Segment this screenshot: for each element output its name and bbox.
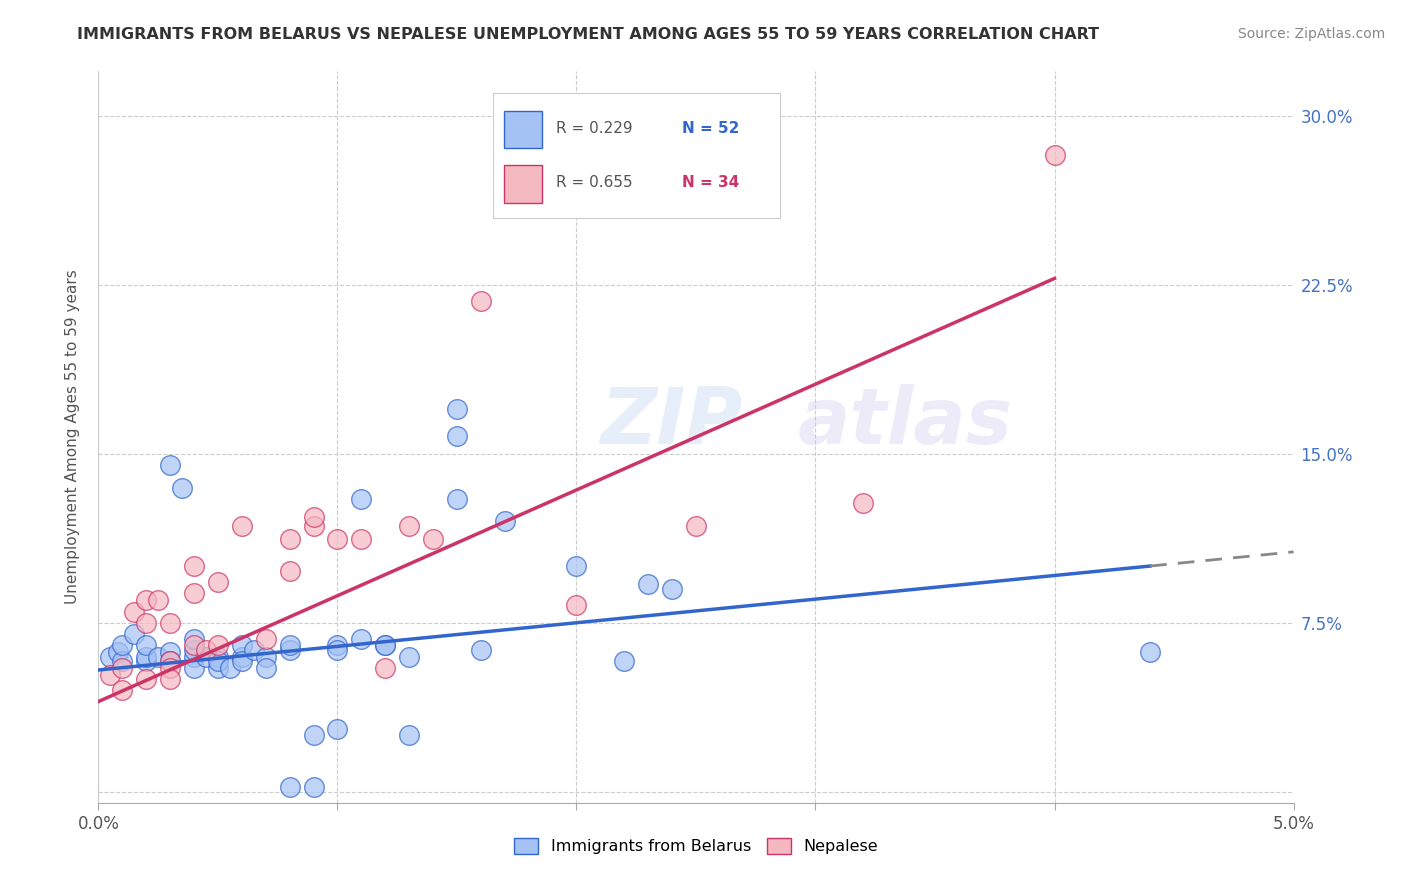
Text: ZIP: ZIP [600, 384, 742, 460]
Point [183, 632, 205, 646]
Point [111, 683, 134, 698]
Point [98, 649, 122, 664]
Point [1139, 645, 1161, 659]
Point [172, 481, 194, 495]
Point [135, 649, 157, 664]
Point [124, 627, 146, 641]
Point [565, 559, 588, 574]
Point [494, 515, 516, 529]
Point [613, 654, 636, 668]
Point [207, 649, 229, 664]
Point [111, 654, 134, 668]
Point [398, 649, 420, 664]
Point [207, 638, 229, 652]
Point [302, 728, 325, 742]
Point [159, 654, 181, 668]
Point [183, 586, 205, 600]
Point [195, 642, 218, 657]
Point [446, 429, 468, 443]
Point [278, 780, 301, 794]
Point [565, 598, 588, 612]
Text: atlas: atlas [797, 384, 1012, 460]
Point [111, 638, 134, 652]
Point [183, 559, 205, 574]
Legend: Immigrants from Belarus, Nepalese: Immigrants from Belarus, Nepalese [508, 831, 884, 861]
Point [159, 654, 181, 668]
Point [326, 533, 349, 547]
Point [422, 533, 444, 547]
Point [183, 642, 205, 657]
Point [148, 593, 170, 607]
Point [350, 632, 373, 646]
Point [135, 593, 157, 607]
Point [852, 496, 875, 510]
Point [159, 615, 181, 630]
Point [148, 649, 170, 664]
Y-axis label: Unemployment Among Ages 55 to 59 years: Unemployment Among Ages 55 to 59 years [65, 269, 80, 605]
Point [278, 642, 301, 657]
Point [183, 649, 205, 664]
Point [685, 519, 707, 533]
Point [302, 519, 325, 533]
Point [326, 642, 349, 657]
Point [254, 632, 277, 646]
Point [278, 533, 301, 547]
Point [111, 661, 134, 675]
Text: IMMIGRANTS FROM BELARUS VS NEPALESE UNEMPLOYMENT AMONG AGES 55 TO 59 YEARS CORRE: IMMIGRANTS FROM BELARUS VS NEPALESE UNEM… [77, 27, 1099, 42]
Point [183, 638, 205, 652]
Point [231, 654, 253, 668]
Point [326, 638, 349, 652]
Point [470, 293, 492, 308]
Point [159, 661, 181, 675]
Point [446, 401, 468, 416]
Point [159, 672, 181, 686]
Point [470, 642, 492, 657]
Point [207, 575, 229, 590]
Point [302, 510, 325, 524]
Point [661, 582, 683, 596]
Point [135, 638, 157, 652]
Point [637, 577, 659, 591]
Text: Source: ZipAtlas.com: Source: ZipAtlas.com [1237, 27, 1385, 41]
Point [374, 661, 396, 675]
Point [135, 654, 157, 668]
Point [243, 642, 266, 657]
Point [207, 654, 229, 668]
Point [195, 649, 218, 664]
Point [159, 645, 181, 659]
Point [398, 728, 420, 742]
Point [350, 491, 373, 506]
Point [302, 780, 325, 794]
Point [278, 564, 301, 578]
Point [135, 672, 157, 686]
Point [278, 638, 301, 652]
Point [159, 458, 181, 473]
Point [219, 661, 242, 675]
Point [1043, 147, 1066, 161]
Point [135, 615, 157, 630]
Point [231, 519, 253, 533]
Point [326, 722, 349, 736]
Point [107, 645, 129, 659]
Point [254, 649, 277, 664]
Point [231, 638, 253, 652]
Point [207, 661, 229, 675]
Point [231, 649, 253, 664]
Point [254, 661, 277, 675]
Point [350, 533, 373, 547]
Point [374, 638, 396, 652]
Point [183, 661, 205, 675]
Point [446, 491, 468, 506]
Point [124, 605, 146, 619]
Point [98, 667, 122, 681]
Point [398, 519, 420, 533]
Point [374, 638, 396, 652]
